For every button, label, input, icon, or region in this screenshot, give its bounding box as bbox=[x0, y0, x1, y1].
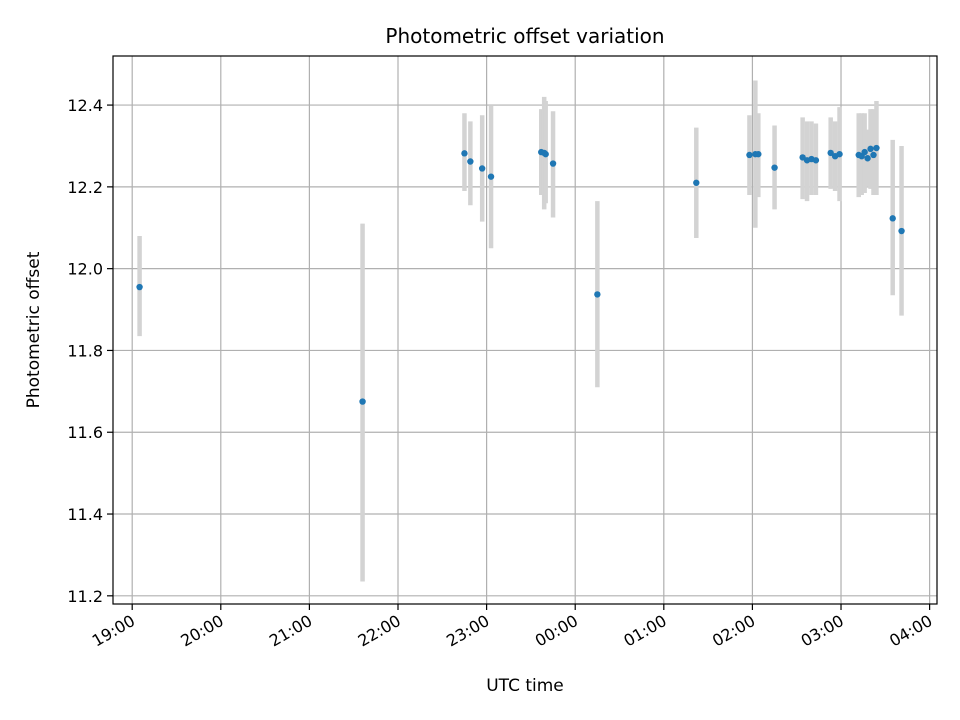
data-point bbox=[755, 150, 762, 158]
data-point bbox=[542, 150, 549, 158]
data-point bbox=[889, 215, 896, 222]
y-tick-label: 11.4 bbox=[67, 505, 103, 524]
data-point bbox=[461, 150, 468, 157]
data-point bbox=[478, 165, 486, 172]
data-point bbox=[836, 150, 843, 158]
data-point bbox=[549, 160, 557, 167]
chart-title: Photometric offset variation bbox=[385, 24, 664, 48]
data-point bbox=[359, 398, 366, 405]
data-point bbox=[693, 179, 700, 186]
x-axis-title: UTC time bbox=[486, 676, 564, 696]
data-point bbox=[870, 151, 877, 159]
y-tick-label: 12.0 bbox=[67, 260, 103, 279]
data-point bbox=[771, 164, 778, 171]
data-point bbox=[864, 155, 871, 162]
data-point bbox=[746, 151, 753, 159]
y-tick-label: 12.2 bbox=[67, 178, 103, 197]
data-point bbox=[873, 144, 880, 152]
data-points bbox=[136, 144, 905, 405]
data-point bbox=[594, 291, 601, 298]
data-point bbox=[861, 148, 868, 156]
data-point bbox=[467, 158, 474, 165]
y-axis-title: Photometric offset bbox=[24, 251, 44, 408]
data-point bbox=[898, 227, 905, 235]
y-tick-label: 11.8 bbox=[67, 341, 103, 360]
data-point bbox=[827, 149, 834, 157]
plot-frame bbox=[112, 55, 938, 605]
y-tick-label: 11.6 bbox=[67, 423, 103, 442]
y-axis-ticks: 11.2 11.4 11.6 11.8 12.0 12.2 12.4 bbox=[67, 96, 113, 606]
data-point bbox=[812, 157, 820, 164]
data-point bbox=[867, 145, 874, 153]
data-point bbox=[487, 173, 495, 180]
data-point bbox=[136, 283, 143, 291]
y-tick-label: 12.4 bbox=[67, 96, 103, 115]
y-tick-label: 11.2 bbox=[67, 587, 103, 606]
